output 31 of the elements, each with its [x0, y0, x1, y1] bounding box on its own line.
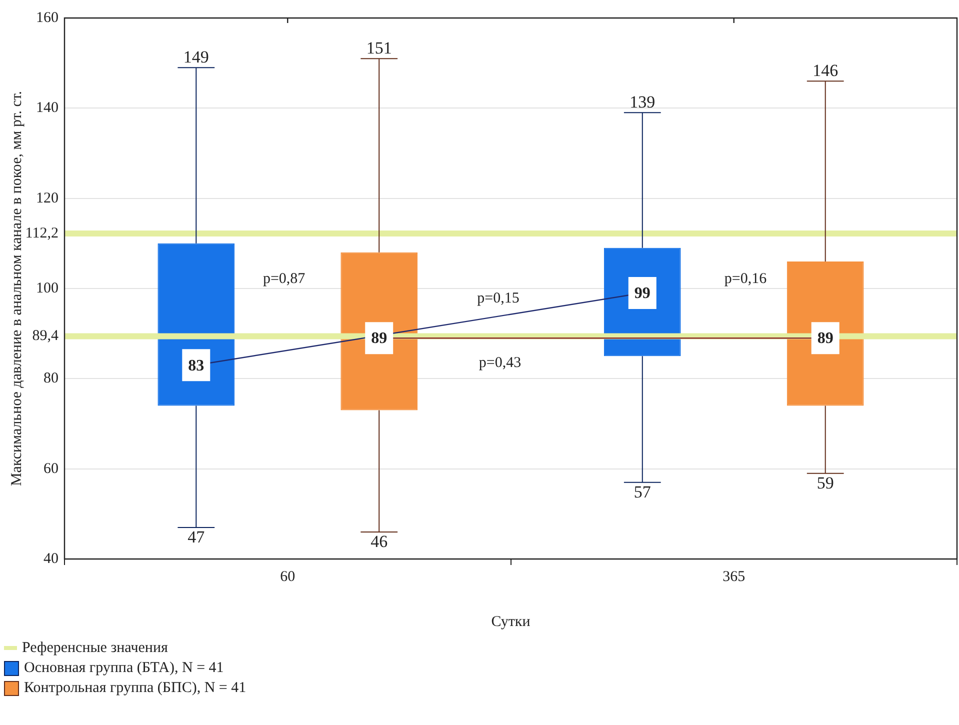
data-label: 89 — [817, 330, 834, 348]
annotation: p=0,16 — [724, 271, 768, 288]
x-tick-label: 365 — [722, 568, 746, 585]
annotation: 149 — [183, 48, 209, 67]
y-tick-label: 140 — [36, 100, 58, 116]
data-label: 83 — [188, 357, 204, 374]
annotation: p=0,43 — [478, 355, 522, 372]
y-axis-title: Максимальное давление в анальном канале в покое, мм рт. ст. — [8, 90, 25, 486]
legend-label: Основная группа (БТА), N = 41 — [24, 659, 224, 678]
y-tick-label: 120 — [36, 190, 58, 206]
annotation: p=0,87 — [262, 271, 306, 288]
legend-label: Контрольная группа (БПС), N = 41 — [24, 679, 246, 698]
annotation: 46 — [370, 532, 388, 551]
y-tick-label: 80 — [44, 370, 58, 387]
data-label: 89 — [371, 330, 388, 348]
y-tick-label: 100 — [36, 280, 58, 296]
annotation: 47 — [188, 527, 206, 546]
ref-line-label: 89,4 — [32, 328, 59, 344]
x-axis-title: Сутки — [491, 614, 530, 630]
annotation: 146 — [812, 61, 838, 80]
annotation: 151 — [366, 38, 392, 58]
annotation: 57 — [634, 482, 652, 502]
y-tick-label: 60 — [44, 460, 58, 477]
data-label: 99 — [634, 285, 650, 302]
annotation: 139 — [630, 92, 656, 112]
y-tick-label: 160 — [36, 10, 58, 26]
annotation: 59 — [816, 473, 834, 492]
ref-line-label: 112,2 — [25, 225, 58, 242]
y-tick-label: 40 — [44, 550, 58, 567]
annotation: p=0,15 — [477, 290, 520, 307]
text: Референсные значения — [22, 639, 168, 658]
